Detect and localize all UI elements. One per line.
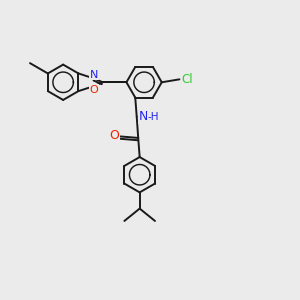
Text: O: O bbox=[109, 129, 119, 142]
Text: -H: -H bbox=[147, 112, 159, 122]
Text: O: O bbox=[90, 85, 98, 95]
Text: Cl: Cl bbox=[182, 73, 194, 86]
Text: N: N bbox=[139, 110, 148, 123]
Text: N: N bbox=[90, 70, 98, 80]
